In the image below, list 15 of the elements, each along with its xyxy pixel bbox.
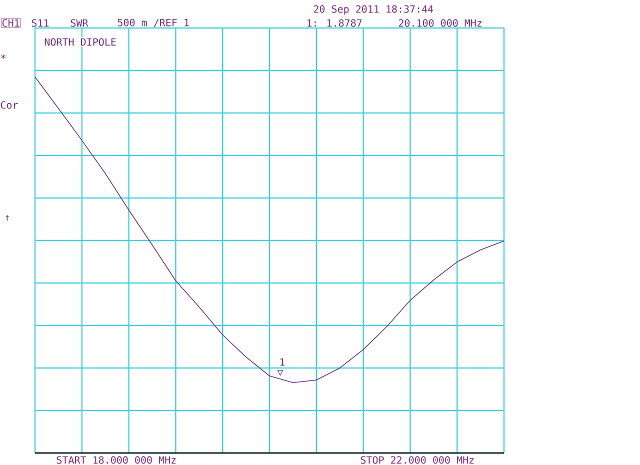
text: CH1 xyxy=(2,19,20,27)
text: 20.100 000 MHz xyxy=(398,19,482,27)
text: * xyxy=(1,54,6,59)
annotation: ▽ xyxy=(277,370,284,376)
text: S11 xyxy=(32,19,49,27)
text: STOP 22.000 000 MHz xyxy=(360,456,474,464)
text: 500 m /REF 1 xyxy=(118,18,189,28)
text: SWR xyxy=(70,19,88,27)
text: START 18.000 000 MHz xyxy=(56,456,176,464)
annotation: 1 xyxy=(280,358,285,366)
text: NORTH DIPOLE xyxy=(44,38,116,46)
text: 20 Sep 2011 18:37:44 xyxy=(314,5,434,15)
text: Cor xyxy=(0,101,18,109)
text: ↑ xyxy=(6,215,9,221)
text: 1: 1.8787 xyxy=(307,19,362,27)
